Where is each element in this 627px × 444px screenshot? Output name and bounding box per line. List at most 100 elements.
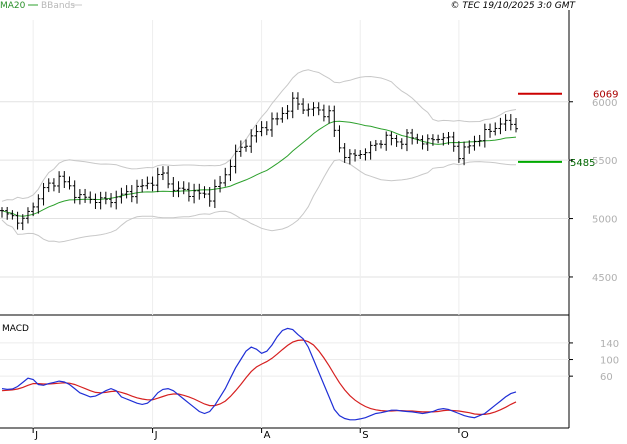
price-bar (51, 178, 56, 192)
price-bar (249, 129, 254, 153)
price-bar (67, 176, 72, 190)
copyright-text: © TEC 19/10/2025 3:0 GMT (450, 1, 576, 11)
price-bar (420, 135, 425, 150)
price-bar (467, 140, 472, 154)
price-level-label: 5485 (570, 158, 595, 169)
price-bar (368, 141, 373, 160)
price-bar (218, 175, 223, 193)
price-bar (404, 129, 409, 152)
price-bar (254, 124, 259, 143)
price-bar (384, 131, 389, 151)
price-y-tick-label: 6000 (592, 98, 617, 109)
price-bar (223, 167, 228, 187)
macd-lines (1, 327, 517, 421)
price-y-tick-label: 5000 (592, 215, 617, 226)
price-bar (166, 166, 171, 189)
price-bar (436, 134, 441, 144)
price-bar (410, 128, 415, 145)
price-bar (503, 114, 508, 132)
ma20-line (1, 120, 517, 217)
price-bar (508, 114, 513, 131)
price-bar (342, 143, 347, 163)
price-bar (321, 104, 326, 122)
macd-grid-layer (0, 316, 569, 428)
price-bar (441, 132, 446, 146)
price-bar (41, 182, 46, 206)
price-bar (233, 144, 238, 174)
price-bar (379, 140, 384, 149)
price-bar (145, 176, 150, 190)
price-bar (124, 185, 129, 199)
price-bar (456, 141, 461, 163)
price-bar (109, 193, 114, 208)
price-bar (171, 177, 176, 197)
price-bar (311, 102, 316, 117)
price-bar (488, 123, 493, 138)
price-bar (275, 112, 280, 126)
price-y-tick-label: 4500 (592, 273, 617, 284)
legend-bbands-label: BBands (41, 1, 75, 11)
price-bar (77, 189, 82, 205)
price-bar (57, 171, 62, 193)
price-bar (207, 187, 212, 207)
price-bar (228, 159, 233, 182)
price-bar (389, 131, 394, 146)
price-bar (5, 206, 10, 220)
ma20-polyline (1, 120, 517, 217)
price-bar (114, 190, 119, 210)
price-bar (83, 188, 88, 203)
price-bar (98, 191, 103, 210)
price-bar (477, 134, 482, 147)
price-bar (72, 180, 77, 204)
price-bar (119, 187, 124, 204)
price-bar (176, 181, 181, 198)
price-bar (269, 112, 274, 137)
price-bar (337, 125, 342, 153)
price-y-tick-label: 5500 (592, 156, 617, 167)
legend-ma20-label: MA20 (0, 1, 26, 11)
price-bar (46, 178, 51, 193)
bband-upper (1, 69, 517, 202)
price-bar (103, 191, 108, 205)
price-bar (244, 139, 249, 152)
price-levels: 6069 5485 (518, 90, 618, 169)
price-bar (482, 123, 487, 148)
price-bar (332, 105, 337, 137)
price-bar (347, 149, 352, 165)
price-bar (472, 135, 477, 151)
price-bar (62, 171, 67, 189)
macd-title: MACD (2, 324, 29, 334)
price-bar (15, 211, 20, 230)
bollinger-bands (1, 69, 517, 243)
price-bar (425, 134, 430, 151)
price-bar (88, 191, 93, 204)
price-bar (295, 92, 300, 110)
price-bar (415, 133, 420, 144)
price-bar (264, 121, 269, 136)
macd-y-tick-label: 140 (600, 339, 619, 350)
price-bar (327, 105, 332, 124)
price-bar (186, 182, 191, 202)
bband-lower (1, 159, 517, 243)
price-bar (259, 121, 264, 137)
price-bar (197, 183, 202, 200)
price-bar (316, 102, 321, 116)
price-bar (150, 176, 155, 192)
price-bar (358, 150, 363, 160)
price-bar (160, 166, 165, 181)
x-tick-label: S (362, 430, 368, 440)
price-bar (451, 131, 456, 152)
price-bar (446, 131, 451, 145)
price-bar (93, 193, 98, 209)
price-bar (140, 179, 145, 193)
price-bar (493, 122, 498, 136)
price-bar (285, 105, 290, 120)
price-bar (192, 183, 197, 204)
price-bar (430, 134, 435, 146)
price-bar (36, 194, 41, 214)
price-bar (290, 92, 295, 119)
price-bar (134, 179, 139, 204)
